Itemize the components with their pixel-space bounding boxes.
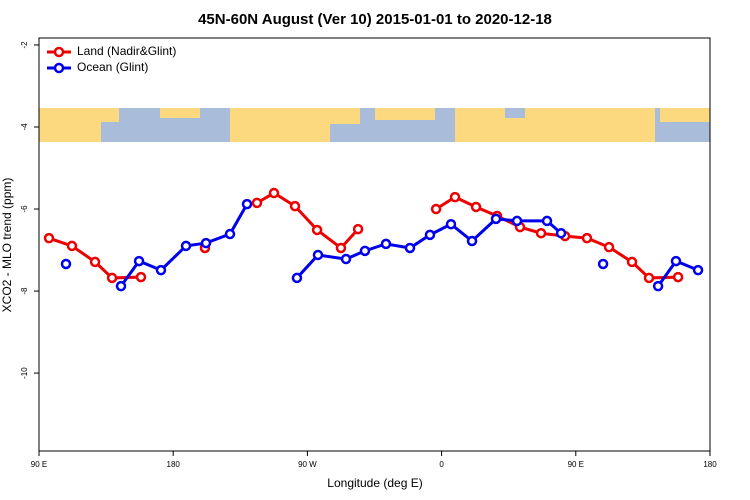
data-point xyxy=(404,242,416,254)
data-point xyxy=(133,255,145,267)
chart-title: 45N-60N August (Ver 10) 2015-01-01 to 20… xyxy=(198,11,552,28)
data-point xyxy=(224,228,236,240)
y-axis-label: XCO2 - MLO trend (ppm) xyxy=(0,178,14,313)
data-point xyxy=(352,223,364,235)
data-point xyxy=(541,215,553,227)
data-point xyxy=(66,240,78,252)
data-point xyxy=(335,242,347,254)
y-tick-label: -6 xyxy=(20,205,29,213)
data-point xyxy=(535,227,547,239)
data-point xyxy=(311,224,323,236)
x-tick-label: 180 xyxy=(167,460,181,469)
data-point xyxy=(490,213,502,225)
legend-label: Ocean (Glint) xyxy=(77,60,148,74)
legend-marker xyxy=(53,62,65,74)
data-point xyxy=(652,280,664,292)
y-tick-label: -10 xyxy=(20,367,29,379)
data-point xyxy=(430,203,442,215)
data-point xyxy=(60,258,72,270)
data-point xyxy=(115,280,127,292)
y-tick-label: -8 xyxy=(20,287,29,295)
data-point xyxy=(670,255,682,267)
data-point xyxy=(445,218,457,230)
y-tick-label: -4 xyxy=(20,123,29,131)
plot-frame xyxy=(38,37,711,452)
data-point xyxy=(581,232,593,244)
data-point xyxy=(312,249,324,261)
x-axis-label: Longitude (deg E) xyxy=(327,476,422,490)
data-point xyxy=(106,272,118,284)
data-point xyxy=(511,215,523,227)
data-point xyxy=(241,198,253,210)
data-point xyxy=(200,237,212,249)
data-point xyxy=(89,256,101,268)
data-point xyxy=(291,272,303,284)
x-tick-label: 0 xyxy=(439,460,444,469)
data-point xyxy=(268,187,280,199)
data-point xyxy=(340,253,352,265)
x-tick-label: 90 E xyxy=(31,460,47,469)
data-point xyxy=(449,191,461,203)
data-point xyxy=(470,201,482,213)
data-point xyxy=(672,271,684,283)
data-point xyxy=(43,232,55,244)
x-tick-label: 90 E xyxy=(568,460,584,469)
data-point xyxy=(692,264,704,276)
x-tick-label: 90 W xyxy=(298,460,317,469)
legend-marker xyxy=(53,46,65,58)
data-point xyxy=(359,245,371,257)
data-point xyxy=(289,200,301,212)
data-point xyxy=(135,271,147,283)
data-point xyxy=(155,264,167,276)
data-point xyxy=(555,227,567,239)
data-point xyxy=(180,240,192,252)
data-point xyxy=(603,241,615,253)
data-point xyxy=(424,229,436,241)
x-tick-label: 180 xyxy=(703,460,717,469)
data-point xyxy=(597,258,609,270)
data-point xyxy=(643,272,655,284)
data-point xyxy=(466,235,478,247)
data-point xyxy=(380,238,392,250)
legend-label: Land (Nadir&Glint) xyxy=(77,44,176,58)
map-strip xyxy=(39,108,710,142)
data-point xyxy=(251,197,263,209)
data-point xyxy=(626,256,638,268)
y-tick-label: -2 xyxy=(20,41,29,49)
